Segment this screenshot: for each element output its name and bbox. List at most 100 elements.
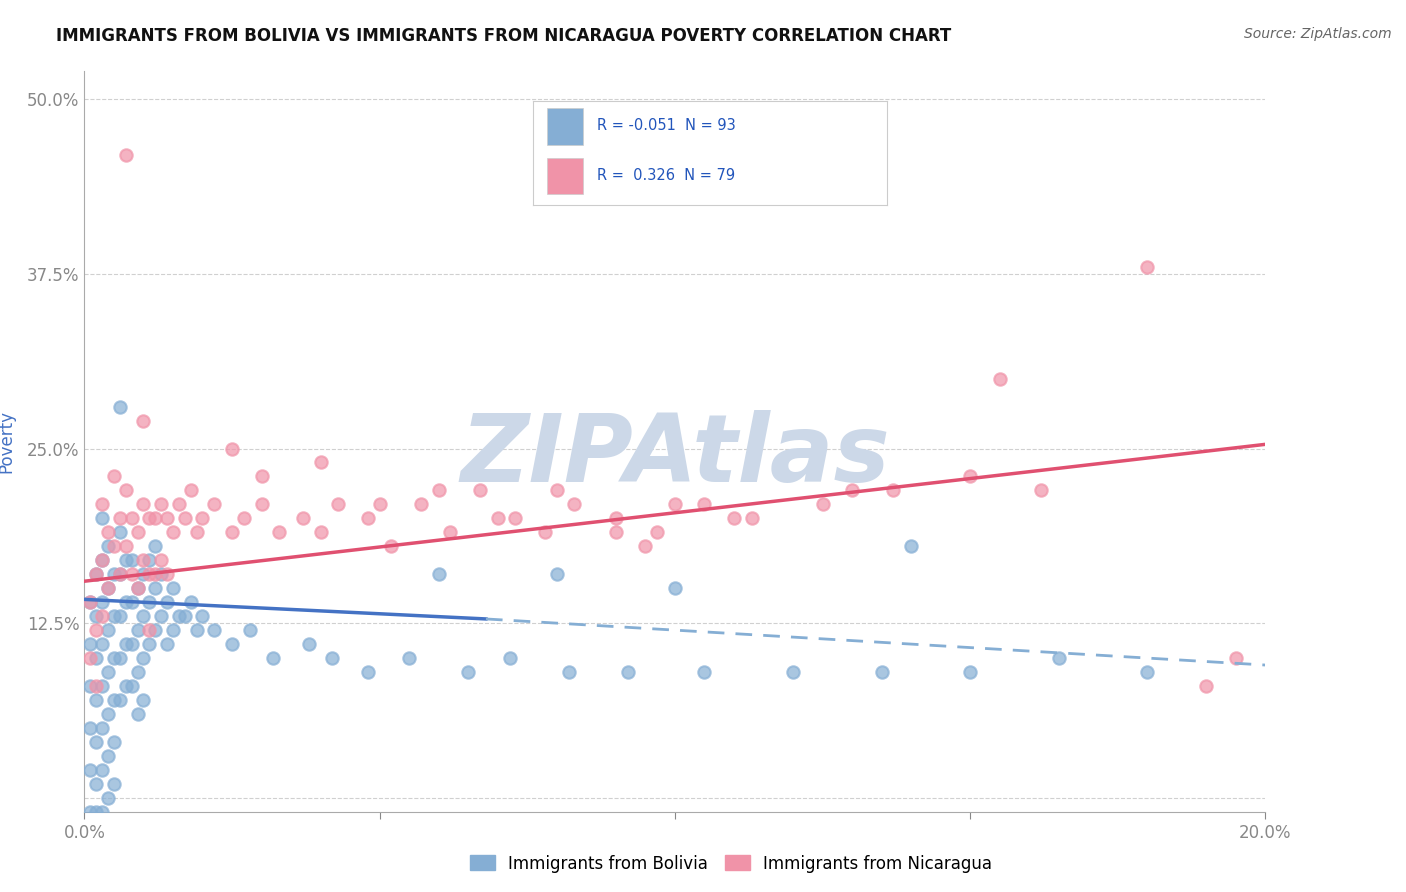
Point: [121, 511, 143, 525]
Point: [309, 525, 332, 540]
Point: [108, 609, 131, 624]
Point: [108, 693, 131, 707]
Point: [250, 469, 273, 483]
Point: [91, 553, 114, 567]
Point: [79, 763, 101, 777]
Point: [121, 595, 143, 609]
Point: [664, 581, 686, 595]
Point: [103, 777, 125, 791]
Point: [664, 497, 686, 511]
Point: [97, 539, 120, 553]
Point: [132, 693, 155, 707]
Point: [97, 790, 120, 805]
Point: [723, 511, 745, 525]
Point: [114, 148, 136, 162]
Point: [186, 623, 208, 637]
Point: [1195, 679, 1218, 693]
Y-axis label: Poverty: Poverty: [0, 410, 15, 473]
Point: [368, 497, 391, 511]
Point: [79, 595, 101, 609]
Point: [143, 539, 166, 553]
Point: [108, 525, 131, 540]
Point: [693, 665, 716, 679]
Point: [202, 623, 225, 637]
Point: [127, 525, 149, 540]
Point: [103, 693, 125, 707]
Legend: Immigrants from Bolivia, Immigrants from Nicaragua: Immigrants from Bolivia, Immigrants from…: [464, 848, 998, 880]
Point: [103, 567, 125, 582]
Point: [1225, 651, 1247, 665]
Point: [127, 581, 149, 595]
Point: [900, 539, 922, 553]
Point: [143, 581, 166, 595]
Point: [138, 511, 160, 525]
Point: [127, 623, 149, 637]
Point: [79, 651, 101, 665]
Point: [162, 525, 184, 540]
Point: [91, 637, 114, 651]
Point: [143, 567, 166, 582]
Point: [321, 651, 343, 665]
Point: [457, 665, 479, 679]
Text: Source: ZipAtlas.com: Source: ZipAtlas.com: [1244, 27, 1392, 41]
Point: [103, 735, 125, 749]
Point: [138, 595, 160, 609]
Point: [173, 511, 195, 525]
Point: [409, 497, 432, 511]
Point: [150, 497, 173, 511]
Point: [959, 665, 981, 679]
Point: [870, 665, 893, 679]
Point: [505, 511, 527, 525]
Point: [114, 679, 136, 693]
Point: [108, 651, 131, 665]
Point: [167, 609, 190, 624]
Point: [91, 553, 114, 567]
Point: [634, 539, 657, 553]
Point: [91, 721, 114, 735]
Point: [79, 721, 101, 735]
Point: [84, 805, 107, 819]
Point: [97, 623, 120, 637]
Point: [1029, 483, 1052, 498]
Point: [91, 595, 114, 609]
Point: [427, 567, 450, 582]
Point: [138, 553, 160, 567]
Point: [79, 679, 101, 693]
Point: [132, 497, 155, 511]
Point: [84, 567, 107, 582]
Point: [439, 525, 461, 540]
Point: [132, 553, 155, 567]
Point: [221, 637, 243, 651]
Point: [186, 525, 208, 540]
Point: [97, 706, 120, 721]
Point: [97, 665, 120, 679]
Point: [79, 805, 101, 819]
Point: [156, 567, 179, 582]
Point: [546, 483, 568, 498]
Point: [380, 539, 402, 553]
Point: [557, 665, 579, 679]
Point: [150, 609, 173, 624]
Text: IMMIGRANTS FROM BOLIVIA VS IMMIGRANTS FROM NICARAGUA POVERTY CORRELATION CHART: IMMIGRANTS FROM BOLIVIA VS IMMIGRANTS FR…: [56, 27, 952, 45]
Point: [97, 525, 120, 540]
Point: [357, 511, 380, 525]
Point: [328, 497, 350, 511]
Point: [114, 553, 136, 567]
Point: [127, 706, 149, 721]
Point: [121, 637, 143, 651]
Point: [1136, 665, 1159, 679]
Point: [427, 483, 450, 498]
Point: [191, 511, 214, 525]
Point: [108, 400, 131, 414]
Point: [138, 567, 160, 582]
Point: [91, 497, 114, 511]
Point: [693, 497, 716, 511]
Point: [882, 483, 904, 498]
Point: [180, 595, 202, 609]
Point: [162, 623, 184, 637]
Point: [132, 567, 155, 582]
Point: [138, 623, 160, 637]
Point: [114, 595, 136, 609]
Point: [1047, 651, 1070, 665]
Point: [162, 581, 184, 595]
